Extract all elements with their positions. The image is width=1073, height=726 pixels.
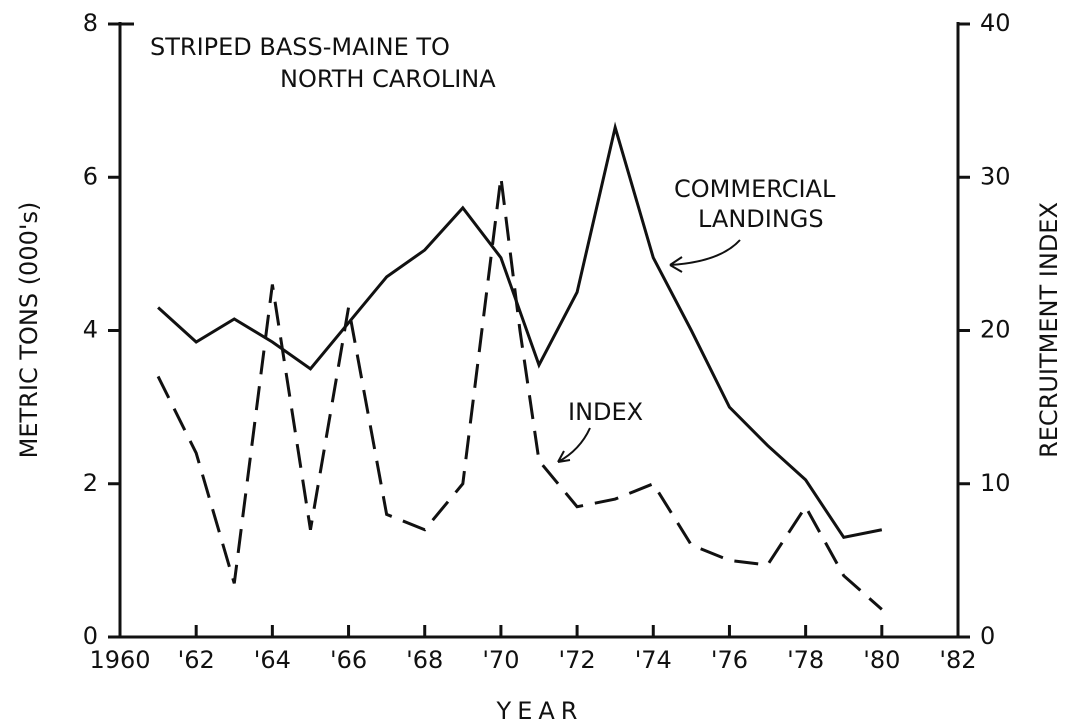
y-tick-label: 6 bbox=[83, 162, 98, 190]
x-tick-label: '80 bbox=[863, 646, 900, 674]
y-tick-label: 0 bbox=[83, 622, 98, 650]
y2-tick-label: 40 bbox=[980, 9, 1011, 37]
y-axis-label: METRIC TONS (000's) bbox=[15, 202, 43, 459]
series-line bbox=[156, 177, 883, 611]
y2-tick-label: 10 bbox=[980, 469, 1011, 497]
series-line bbox=[157, 121, 883, 540]
chart-title: NORTH CAROLINA bbox=[280, 65, 496, 93]
x-tick-label: '64 bbox=[254, 646, 291, 674]
y2-tick-label: 20 bbox=[980, 316, 1011, 344]
series-label: COMMERCIAL bbox=[674, 175, 836, 203]
x-axis-label: YEAR bbox=[496, 697, 584, 725]
x-tick-label: '66 bbox=[330, 646, 367, 674]
x-tick-label: '82 bbox=[939, 646, 976, 674]
x-tick-label: '68 bbox=[406, 646, 443, 674]
x-tick-label: '78 bbox=[787, 646, 824, 674]
x-tick-label: '70 bbox=[482, 646, 519, 674]
x-tick-label: '62 bbox=[178, 646, 215, 674]
x-tick-label: '76 bbox=[711, 646, 748, 674]
y-tick-label: 8 bbox=[83, 9, 98, 37]
arrow bbox=[669, 239, 741, 273]
series-label: INDEX bbox=[568, 398, 643, 426]
y2-axis-label: RECRUITMENT INDEX bbox=[1035, 202, 1063, 458]
x-tick-label: 1960 bbox=[89, 646, 150, 674]
series-label: LANDINGS bbox=[698, 205, 824, 233]
chart-title: STRIPED BASS-MAINE TO bbox=[150, 33, 450, 61]
arrow bbox=[557, 427, 591, 463]
y-tick-label: 2 bbox=[83, 469, 98, 497]
x-tick-label: '72 bbox=[559, 646, 596, 674]
y-tick-label: 4 bbox=[83, 316, 98, 344]
y2-tick-label: 0 bbox=[980, 622, 995, 650]
x-tick-label: '74 bbox=[635, 646, 672, 674]
y2-tick-label: 30 bbox=[980, 162, 1011, 190]
